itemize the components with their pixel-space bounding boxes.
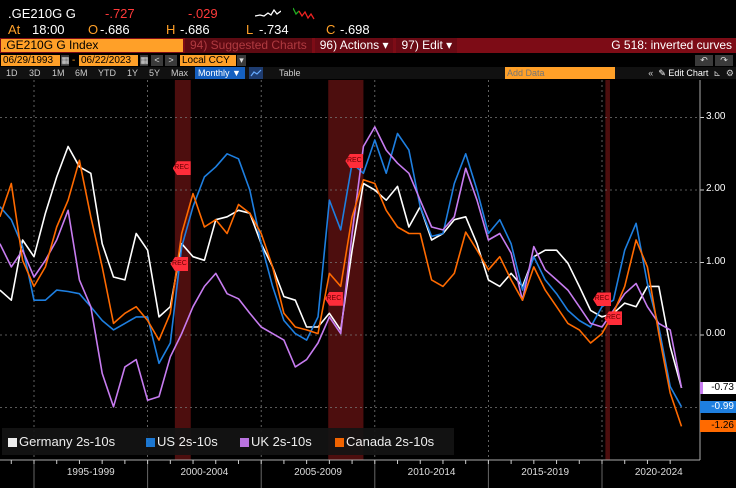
command-bar: .GE210G G Index 94) Suggested Charts 96)… [0,38,736,53]
sparkline-icon [255,8,281,17]
legend-label: US 2s-10s [157,434,218,449]
gear-icon[interactable]: ⚙ [725,68,734,78]
x-period-label: 2020-2024 [634,467,683,478]
date-separator: - [72,55,76,66]
legend-swatch [240,438,249,447]
suggested-charts-button[interactable]: 94) Suggested Charts [185,38,312,53]
calendar-icon[interactable]: ▦ [140,55,149,66]
chart-type-icon[interactable]: ⊾ [713,68,721,78]
net-change: -.029 [188,6,218,21]
last-price: -.727 [105,6,135,21]
legend-item-germany[interactable]: Germany 2s-10s [8,434,115,449]
series-line-uk [0,126,683,408]
range-1d[interactable]: 1D [6,68,18,78]
x-period-label: 2010-2014 [407,467,456,478]
at-label: At [8,22,21,37]
low-label: L [246,22,254,37]
x-period-label: 1995-1999 [66,467,115,478]
quote-time: 18:00 [32,22,65,37]
range-1m[interactable]: 1M [52,68,65,78]
y-tick-label: 1.00 [706,255,726,267]
prev-period-button[interactable]: < [151,55,163,66]
currency-select[interactable]: Local CCY [180,55,236,66]
legend-item-uk[interactable]: UK 2s-10s [240,434,312,449]
range-5y[interactable]: 5Y [149,68,161,78]
legend: Germany 2s-10s US 2s-10s UK 2s-10s Canad… [2,428,454,455]
ticker: .GE210G G [8,6,76,21]
recession-marker[interactable]: REC [172,161,191,176]
date-range-bar: 06/29/1993 ▦ - 06/22/2023 ▦ < > Local CC… [0,55,736,66]
legend-item-canada[interactable]: Canada 2s-10s [335,434,434,449]
legend-label: UK 2s-10s [251,434,312,449]
security-input[interactable]: .GE210G G Index [1,39,183,52]
redo-button[interactable]: ↷ [715,55,733,66]
line-chart-icon[interactable] [249,67,263,79]
last-value-canada: -1.26 [700,420,736,432]
recession-marker[interactable]: REC [324,291,343,306]
add-data-input[interactable] [505,67,615,79]
legend-swatch [146,438,155,447]
intraday-chart-icon [293,7,315,20]
open-value: -.686 [100,22,130,37]
table-button[interactable]: Table [279,68,301,78]
high-label: H [166,22,176,37]
x-period-label: 2000-2004 [180,467,229,478]
last-value-germany: -0.73 [700,382,736,394]
range-1y[interactable]: 1Y [127,68,139,78]
period-select[interactable]: Monthly ▼ [195,67,245,79]
edit-menu[interactable]: 97) Edit ▾ [396,38,458,53]
recession-marker[interactable]: REC [593,292,611,307]
close-label: C [326,22,336,37]
low-value: -.734 [259,22,289,37]
undo-button[interactable]: ↶ [695,55,713,66]
calendar-icon[interactable]: ▦ [61,55,70,66]
series-line-us [0,132,683,408]
chart-tools: « ✎ Edit Chart ⊾ ⚙ [648,67,734,79]
recession-marker[interactable]: REC [170,256,189,271]
chevron-down-icon[interactable]: ▾ [237,55,246,66]
edit-chart-button[interactable]: ✎ Edit Chart [658,68,709,78]
open-label: O [88,22,99,37]
range-3d[interactable]: 3D [29,68,41,78]
y-tick-label: 3.00 [706,110,726,122]
recession-band [605,80,610,460]
start-date-input[interactable]: 06/29/1993 [1,55,60,66]
next-period-button[interactable]: > [165,55,177,66]
recession-band [328,80,364,460]
collapse-button[interactable]: « [648,68,654,78]
legend-label: Canada 2s-10s [346,434,435,449]
actions-menu[interactable]: 96) Actions ▾ [314,38,394,53]
legend-label: Germany 2s-10s [19,434,116,449]
legend-item-us[interactable]: US 2s-10s [146,434,218,449]
range-ytd[interactable]: YTD [98,68,116,78]
legend-swatch [335,438,344,447]
x-period-label: 2005-2009 [294,467,342,478]
last-value-us: -0.99 [700,401,736,413]
y-tick-label: 0.00 [706,328,726,339]
page-title: G 518: inverted curves [611,38,732,52]
series-line-canada [0,159,683,427]
legend-swatch [8,438,17,447]
x-period-label: 2015-2019 [521,467,570,478]
close-value: -.698 [340,22,370,37]
range-6m[interactable]: 6M [75,68,88,78]
range-max[interactable]: Max [171,68,189,78]
high-value: -.686 [180,22,210,37]
y-tick-label: 2.00 [706,183,726,194]
recession-marker[interactable]: REC [604,311,623,326]
end-date-input[interactable]: 06/22/2023 [79,55,138,66]
recession-marker[interactable]: REC [345,154,364,168]
chart-toolbar: 1D 3D 1M 6M YTD 1Y 5Y Max Monthly ▼ Tabl… [0,67,736,79]
